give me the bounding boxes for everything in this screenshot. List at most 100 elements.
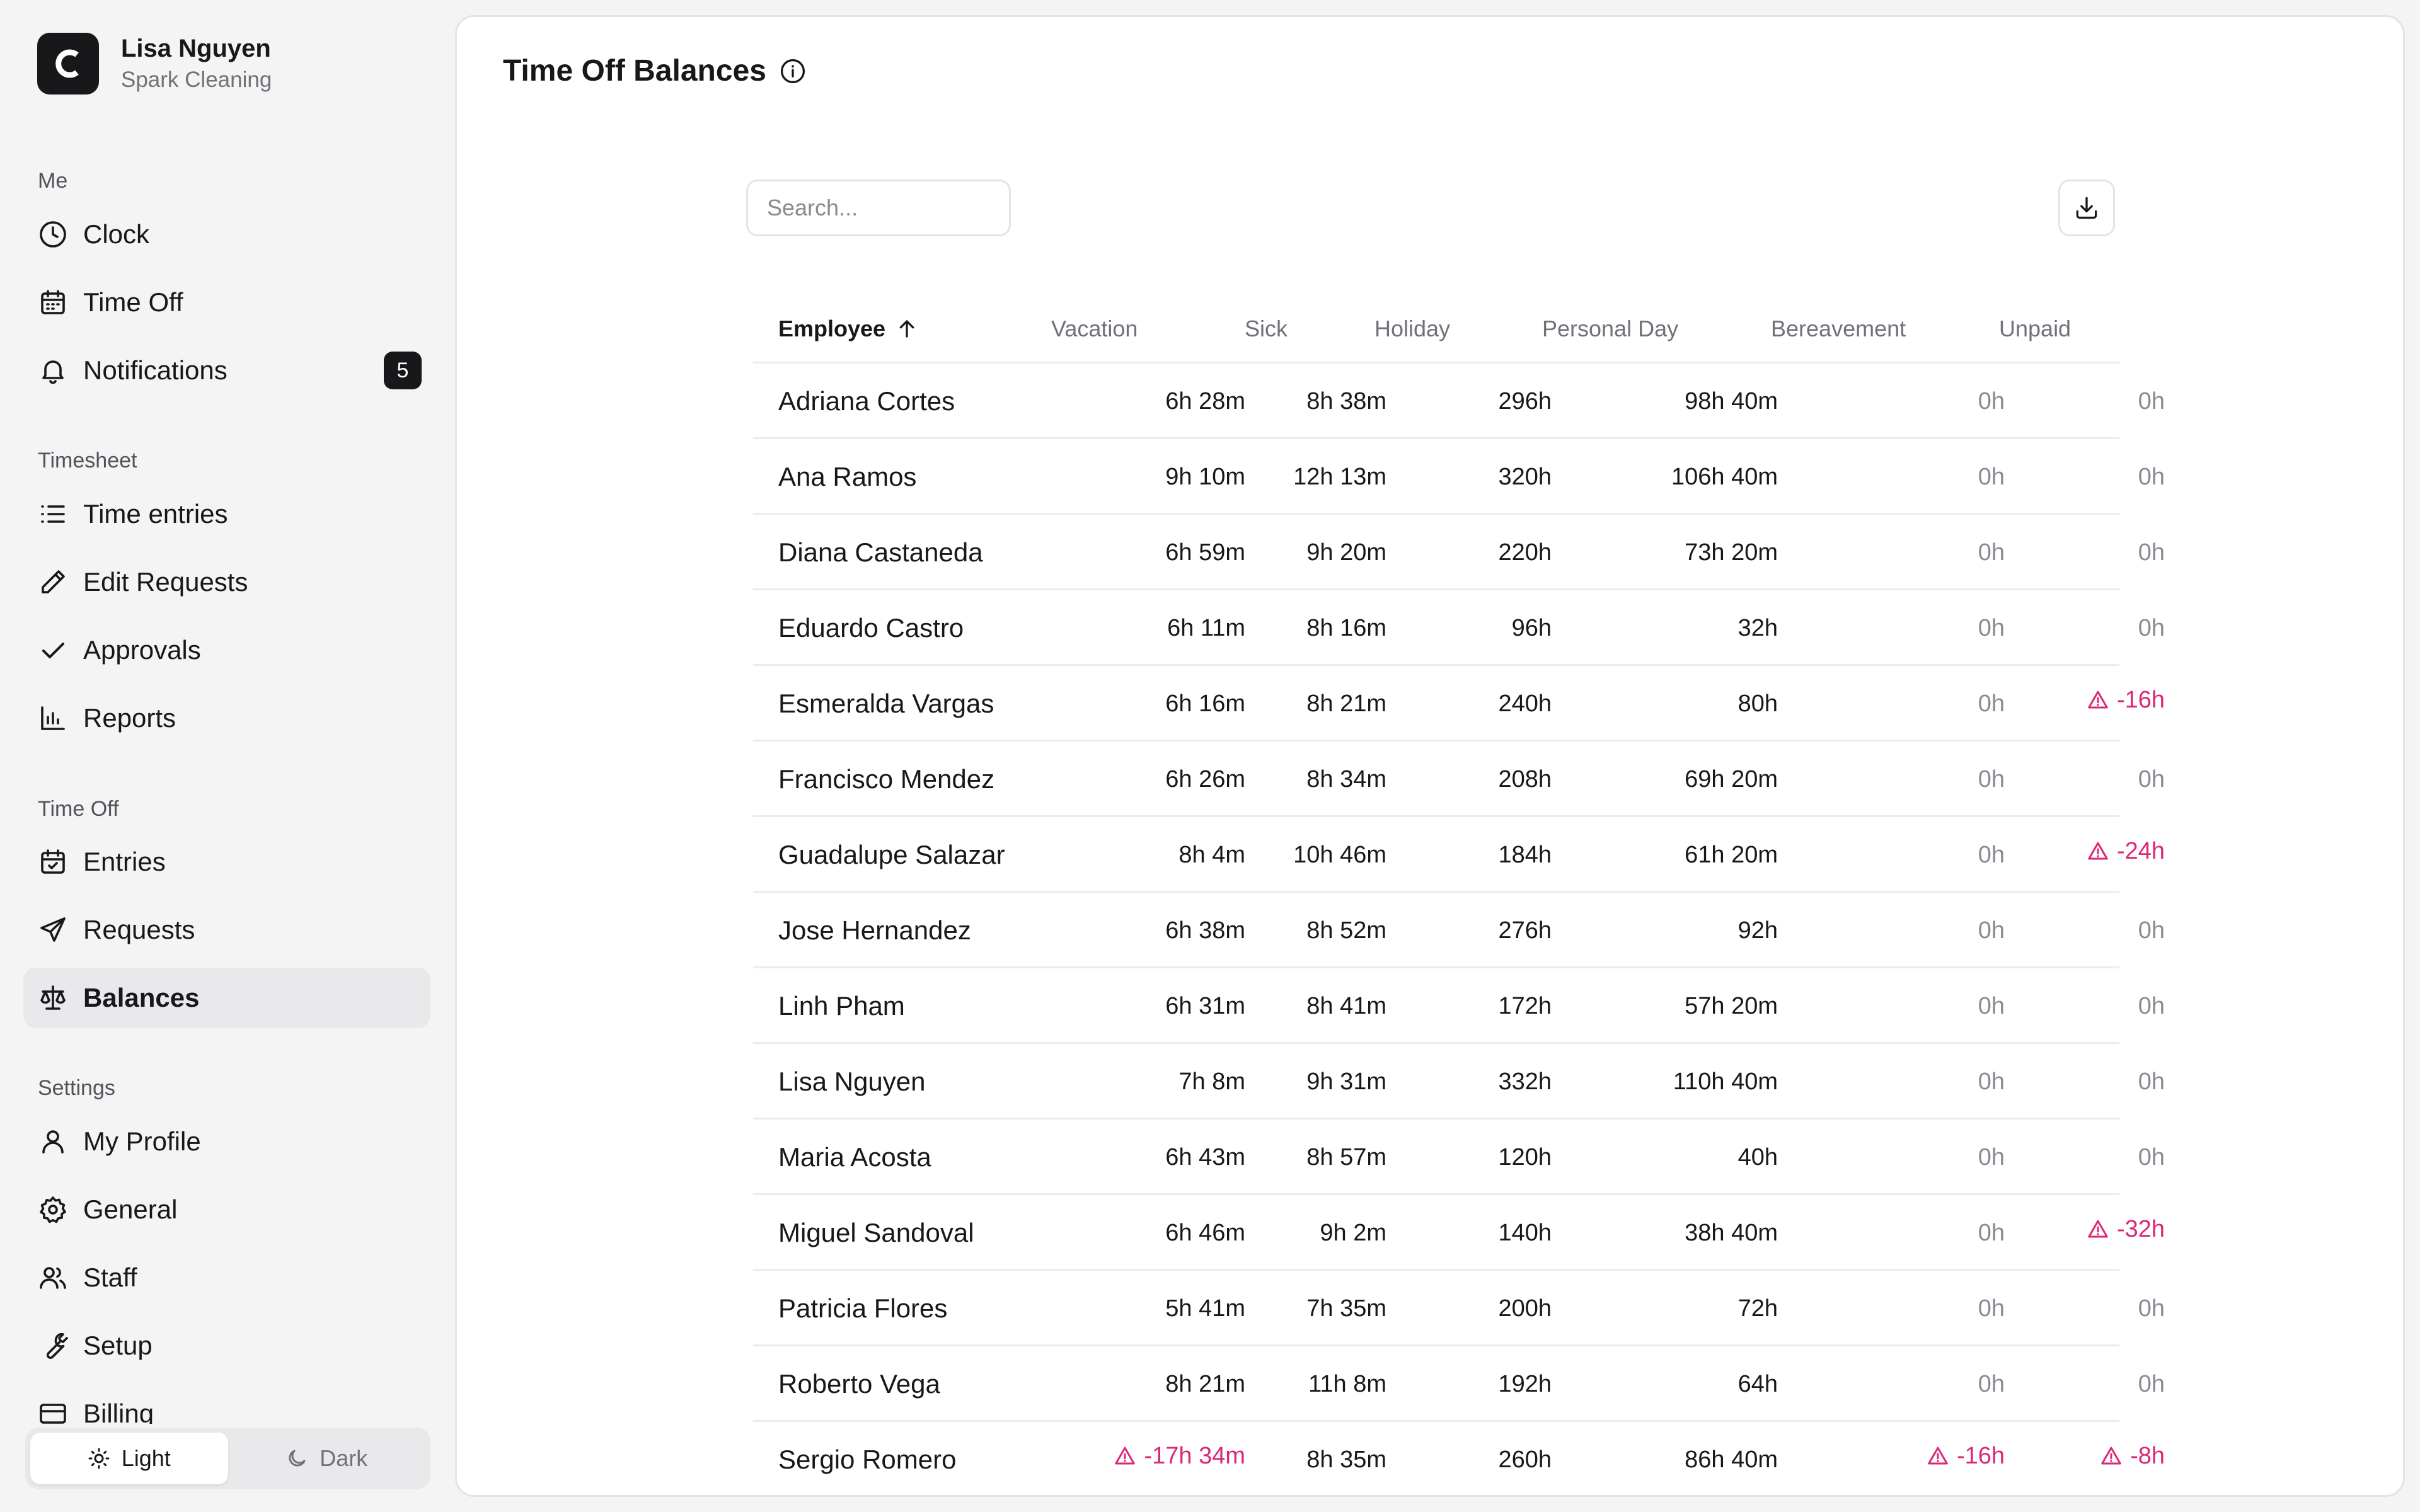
sidebar-item-approvals[interactable]: Approvals — [23, 620, 430, 680]
user-header[interactable]: Lisa Nguyen Spark Cleaning — [37, 32, 272, 95]
table-row[interactable]: Sergio Romero -17h 34m 8h 35m 260h 86h 40m -1… — [753, 1422, 2165, 1495]
holiday-balance-cell: 140h — [1498, 1217, 1552, 1249]
column-header-employee[interactable]: Employee — [778, 313, 918, 345]
sidebar-item-setup[interactable]: Setup — [23, 1315, 430, 1376]
table-row[interactable]: Diana Castaneda 6h 59m 9h 20m 220h 73h 20m 0h… — [753, 515, 2165, 590]
main-panel: Time Off Balances Employee Vacation Sick Ho… — [455, 15, 2405, 1497]
sidebar-item-label: Approvals — [83, 635, 201, 665]
balance-value: 9h 2m — [1320, 1220, 1386, 1246]
theme-light-button[interactable]: Light — [30, 1433, 228, 1484]
table-row[interactable]: Linh Pham 6h 31m 8h 41m 172h 57h 20m 0h 0h — [753, 968, 2165, 1044]
sidebar-item-staff[interactable]: Staff — [23, 1247, 430, 1308]
holiday-balance-cell: 240h — [1498, 687, 1552, 720]
column-header-unpaid[interactable]: Unpaid — [1999, 313, 2071, 345]
info-icon[interactable] — [779, 57, 807, 85]
table-row[interactable]: Esmeralda Vargas 6h 16m 8h 21m 240h 80h 0h -16… — [753, 666, 2165, 742]
personal-day-balance-cell: 64h — [1738, 1368, 1778, 1400]
sidebar-item-clock[interactable]: Clock — [23, 204, 430, 265]
gear-icon — [37, 1194, 69, 1225]
table-row[interactable]: Jose Hernandez 6h 38m 8h 52m 276h 92h 0h 0h — [753, 893, 2165, 968]
unpaid-balance-cell: 0h — [2138, 612, 2165, 644]
sidebar-item-label: Entries — [83, 847, 166, 876]
theme-dark-button[interactable]: Dark — [228, 1433, 426, 1484]
balance-value: 40h — [1737, 1144, 1778, 1171]
sun-icon — [88, 1448, 110, 1469]
balance-value: 8h 21m — [1306, 690, 1386, 717]
search-input[interactable] — [746, 180, 1011, 236]
table-header: Employee Vacation Sick Holiday Personal Day B… — [753, 294, 2119, 364]
employee-name-cell: Ana Ramos — [778, 462, 917, 491]
column-header-vacation[interactable]: Vacation — [1051, 313, 1138, 345]
personal-day-balance-cell: 69h 20m — [1685, 763, 1778, 796]
balance-value: 0h — [1978, 993, 2005, 1019]
calendar-check-icon — [37, 846, 69, 878]
vacation-balance-cell: 5h 41m — [1165, 1292, 1245, 1325]
bell-icon — [37, 355, 69, 386]
balance-value: 0h — [2138, 464, 2165, 490]
sidebar-scroll-clip: Billing — [0, 1386, 447, 1424]
table-row[interactable]: Ana Ramos 9h 10m 12h 13m 320h 106h 40m 0h 0h — [753, 439, 2165, 515]
employee-name-cell: Roberto Vega — [778, 1369, 940, 1399]
balance-value: 8h 35m — [1306, 1446, 1386, 1473]
column-header-sick[interactable]: Sick — [1245, 313, 1288, 345]
table-row[interactable]: Adriana Cortes 6h 28m 8h 38m 296h 98h 40m 0h 0… — [753, 364, 2165, 439]
bereavement-balance-cell: 0h — [1978, 1065, 2005, 1098]
holiday-balance-cell: 96h — [1512, 612, 1552, 644]
page-title-text: Time Off Balances — [503, 54, 766, 88]
sidebar-item-time-entries[interactable]: Time entries — [23, 484, 430, 544]
section-label-time-off: Time Off — [38, 797, 119, 821]
sick-balance-cell: 8h 41m — [1306, 990, 1386, 1022]
notifications-count-badge: 5 — [384, 352, 422, 389]
column-header-holiday[interactable]: Holiday — [1374, 313, 1450, 345]
sick-balance-cell: 11h 8m — [1308, 1368, 1386, 1400]
table-row[interactable]: Maria Acosta 6h 43m 8h 57m 120h 40h 0h 0h — [753, 1120, 2165, 1195]
sidebar-item-entries[interactable]: Entries — [23, 832, 430, 892]
table-row[interactable]: Miguel Sandoval 6h 46m 9h 2m 140h 38h 40m 0h -… — [753, 1195, 2165, 1271]
warning-icon — [1928, 1446, 1948, 1465]
table-row[interactable]: Lisa Nguyen 7h 8m 9h 31m 332h 110h 40m 0h 0h — [753, 1044, 2165, 1120]
sidebar-item-edit-requests[interactable]: Edit Requests — [23, 552, 430, 612]
vacation-balance-cell: 6h 59m — [1165, 536, 1245, 569]
unpaid-balance-cell: 0h — [2138, 1065, 2165, 1098]
table-row[interactable]: Eduardo Castro 6h 11m 8h 16m 96h 32h 0h 0h — [753, 590, 2165, 666]
vacation-balance-cell: 8h 21m — [1165, 1368, 1245, 1400]
balance-value: -24h — [2116, 838, 2165, 864]
user-name: Lisa Nguyen — [121, 35, 271, 62]
sidebar-item-requests[interactable]: Requests — [23, 900, 430, 960]
sidebar-item-balances[interactable]: Balances — [23, 968, 430, 1028]
bereavement-balance-cell: 0h — [1978, 1217, 2005, 1249]
table-row[interactable]: Patricia Flores 5h 41m 7h 35m 200h 72h 0h 0h — [753, 1271, 2165, 1346]
table-row[interactable]: Francisco Mendez 6h 26m 8h 34m 208h 69h 20m 0… — [753, 742, 2165, 817]
balance-value: 9h 10m — [1165, 464, 1245, 490]
column-header-personal-day[interactable]: Personal Day — [1542, 313, 1678, 345]
credit-card-icon — [37, 1398, 69, 1424]
holiday-balance-cell: 200h — [1498, 1292, 1552, 1325]
sidebar-item-billing[interactable]: Billing — [23, 1386, 430, 1424]
download-button[interactable] — [2058, 180, 2115, 236]
personal-day-balance-cell: 40h — [1738, 1141, 1778, 1174]
sidebar-item-general[interactable]: General — [23, 1179, 430, 1240]
bereavement-balance-cell: 0h — [1978, 1292, 2005, 1325]
balance-value: 8h 16m — [1306, 615, 1386, 641]
download-icon — [2076, 197, 2097, 219]
employee-name-cell: Francisco Mendez — [778, 764, 995, 794]
sidebar-item-label: Requests — [83, 915, 195, 944]
theme-dark-label: Dark — [320, 1445, 368, 1471]
sidebar-item-reports[interactable]: Reports — [23, 688, 430, 748]
sick-balance-cell: 8h 34m — [1306, 763, 1386, 796]
sick-balance-cell: 8h 21m — [1306, 687, 1386, 720]
table-row[interactable]: Guadalupe Salazar 8h 4m 10h 46m 184h 61h 20m… — [753, 817, 2165, 893]
sidebar-item-label: Reports — [83, 703, 176, 733]
balance-value: 0h — [1978, 766, 2005, 793]
personal-day-balance-cell: 86h 40m — [1685, 1443, 1778, 1476]
theme-light-label: Light — [121, 1445, 171, 1471]
sidebar-item-notifications[interactable]: Notifications 5 — [23, 340, 430, 401]
sidebar-item-my-profile[interactable]: My Profile — [23, 1111, 430, 1172]
column-header-bereavement[interactable]: Bereavement — [1771, 313, 1906, 345]
table-row[interactable]: Roberto Vega 8h 21m 11h 8m 192h 64h 0h 0h — [753, 1346, 2165, 1422]
sidebar-item-time-off[interactable]: Time Off — [23, 272, 430, 333]
sidebar-item-label: Notifications — [83, 355, 228, 385]
vacation-balance-cell: 6h 31m — [1165, 990, 1245, 1022]
employee-name-cell: Jose Hernandez — [778, 915, 971, 945]
holiday-balance-cell: 332h — [1498, 1065, 1552, 1098]
